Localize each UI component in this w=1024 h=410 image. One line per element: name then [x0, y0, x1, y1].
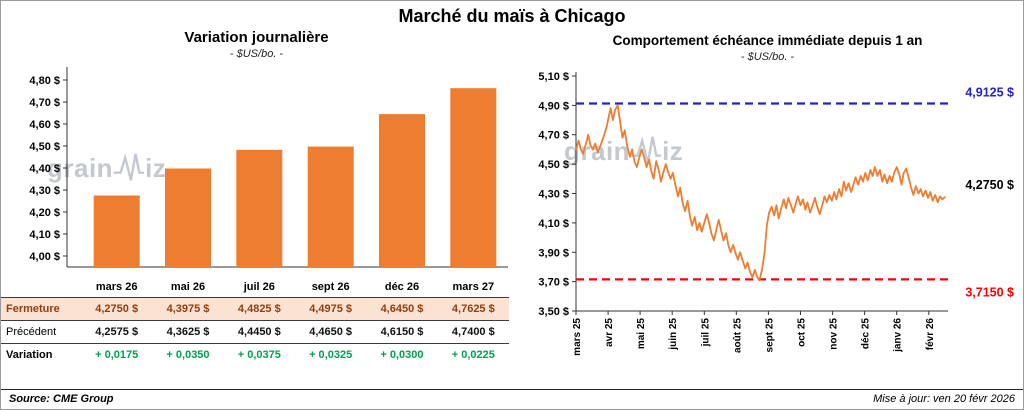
line-chart-title: Comportement échéance immédiate depuis 1…	[612, 33, 923, 48]
line-chart-panel: Comportement échéance immédiate depuis 1…	[512, 28, 1023, 389]
bar-juil 26	[236, 149, 283, 267]
bar-chart-subtitle: - $US/bo. -	[229, 48, 284, 60]
last-price-label: 4,2750 $	[965, 178, 1014, 192]
close-value: 4,6450 $	[380, 303, 424, 315]
watermark-text: iz	[662, 135, 684, 166]
previous-value: 4,3625 $	[166, 326, 210, 338]
close-value: 4,4825 $	[237, 303, 281, 315]
y-tick-label: 4,10 $	[538, 218, 569, 230]
bar-chart-panel: Variation journalière - $US/bo. - grain i…	[1, 28, 512, 389]
watermark-text: grain	[47, 152, 114, 183]
x-tick-label: déc 25	[861, 318, 872, 350]
line-chart-subtitle: - $US/bo. -	[740, 51, 795, 63]
x-tick-label: mars 25	[572, 318, 583, 356]
y-tick-label: 4,90 $	[538, 100, 569, 112]
close-value: 4,4975 $	[309, 303, 353, 315]
bar-mars 26	[93, 195, 140, 267]
previous-value: 4,7400 $	[451, 326, 495, 338]
source-note: Source: CME Group	[9, 393, 114, 405]
bar-chart-title: Variation journalière	[184, 29, 329, 46]
y-tick-label: 4,20 $	[29, 207, 60, 219]
month-col-header: mars 26	[95, 281, 138, 293]
page-title: Marché du maïs à Chicago	[398, 6, 626, 26]
watermark-text: iz	[145, 152, 167, 183]
x-tick-label: août 25	[732, 318, 743, 353]
line-chart: 3,50 $ 3,70 $ 3,90 $ 4,10 $ 4,30 $ 4,50 $ 4,70…	[538, 71, 1014, 356]
month-col-header: sept 26	[311, 281, 350, 293]
y-tick-label: 4,70 $	[29, 97, 60, 109]
table-row-close: Fermeture 4,2750 $ 4,3975 $ 4,4825 $ 4,4975 …	[1, 297, 509, 321]
y-tick-label: 3,70 $	[538, 277, 569, 289]
footer: Source: CME Group Mise à jour: ven 20 fé…	[1, 389, 1023, 409]
y-tick-label: 4,80 $	[29, 75, 60, 87]
x-tick-label: oct 25	[797, 318, 808, 347]
y-tick-label: 4,60 $	[29, 119, 60, 131]
table-row-variation: Variation + 0,0175 + 0,0350 + 0,0375 + 0,032…	[1, 344, 509, 367]
bar-mars 27	[450, 88, 497, 267]
y-tick-label: 3,90 $	[538, 247, 569, 259]
low-ref-label: 3,7150 $	[965, 285, 1014, 299]
row-label-close: Fermeture	[6, 303, 60, 315]
x-tick-label: nov 25	[829, 318, 840, 350]
month-col-header: juil 26	[243, 281, 275, 293]
x-tick-label: avr 25	[604, 318, 615, 347]
y-tick-label: 4,50 $	[29, 141, 60, 153]
previous-value: 4,2575 $	[95, 326, 139, 338]
price-line	[575, 104, 946, 282]
table-row-previous: Précédent 4,2575 $ 4,3625 $ 4,4450 $ 4,4650 …	[1, 321, 509, 344]
x-tick-label: sept 25	[764, 318, 775, 353]
close-value: 4,2750 $	[95, 303, 139, 315]
x-tick-label: juil 25	[700, 318, 711, 348]
previous-value: 4,6150 $	[380, 326, 424, 338]
x-tick-label: mai 25	[636, 318, 647, 350]
table-corner	[1, 277, 81, 298]
price-table-header-row: mars 26 mai 26 juil 26 sept 26 déc 26 mars 27	[1, 277, 509, 298]
y-tick-label: 3,50 $	[538, 306, 569, 318]
y-tick-label: 4,40 $	[29, 163, 60, 175]
y-tick-label: 4,50 $	[538, 159, 569, 171]
bar-chart-box: grain iz 4,00 $4,10 $4,20 $4,30 $4,40 $4,…	[1, 61, 512, 277]
row-label-variation: Variation	[6, 349, 53, 361]
variation-value: + 0,0375	[237, 349, 281, 361]
previous-value: 4,4650 $	[309, 326, 353, 338]
pulse-icon	[114, 153, 145, 181]
bar-chart: 4,00 $ 4,10 $ 4,20 $ 4,30 $ 4,40 $ 4,50 $ 4,60…	[29, 67, 508, 268]
month-col-header: mai 26	[170, 281, 206, 293]
month-col-header: déc 26	[384, 281, 420, 293]
bar-mai 26	[165, 168, 211, 267]
month-col-header: mars 27	[452, 281, 495, 293]
grainwiz-watermark: grain iz	[47, 151, 166, 185]
high-ref-label: 4,9125 $	[965, 86, 1014, 100]
update-note: Mise à jour: ven 20 févr 2026	[873, 393, 1015, 405]
y-tick-label: 4,00 $	[29, 251, 60, 263]
close-value: 4,7625 $	[451, 303, 495, 315]
bar-sept 26	[307, 146, 354, 267]
y-tick-label: 4,70 $	[538, 130, 569, 142]
y-tick-label: 5,10 $	[538, 71, 569, 83]
variation-value: + 0,0350	[166, 349, 210, 361]
close-value: 4,3975 $	[166, 303, 210, 315]
previous-value: 4,4450 $	[237, 326, 281, 338]
y-tick-label: 4,30 $	[29, 185, 60, 197]
variation-value: + 0,0325	[309, 349, 353, 361]
x-tick-label: janv 26	[893, 318, 904, 353]
chart-panels: Variation journalière - $US/bo. - grain i…	[1, 28, 1023, 389]
y-tick-label: 4,10 $	[29, 229, 60, 241]
row-label-previous: Précédent	[6, 326, 57, 338]
line-chart-box: grain iz 3,50 $3,70 $3,90 $4,10 $4,30 $4,…	[512, 64, 1023, 372]
x-tick-label: juin 25	[668, 318, 679, 351]
variation-value: + 0,0225	[451, 349, 495, 361]
bar-déc 26	[379, 114, 425, 267]
variation-value: + 0,0300	[380, 349, 424, 361]
x-tick-label: févr 26	[925, 318, 936, 351]
price-table: mars 26 mai 26 juil 26 sept 26 déc 26 mars 27…	[1, 277, 509, 366]
y-tick-label: 4,30 $	[538, 189, 569, 201]
variation-value: + 0,0175	[95, 349, 139, 361]
